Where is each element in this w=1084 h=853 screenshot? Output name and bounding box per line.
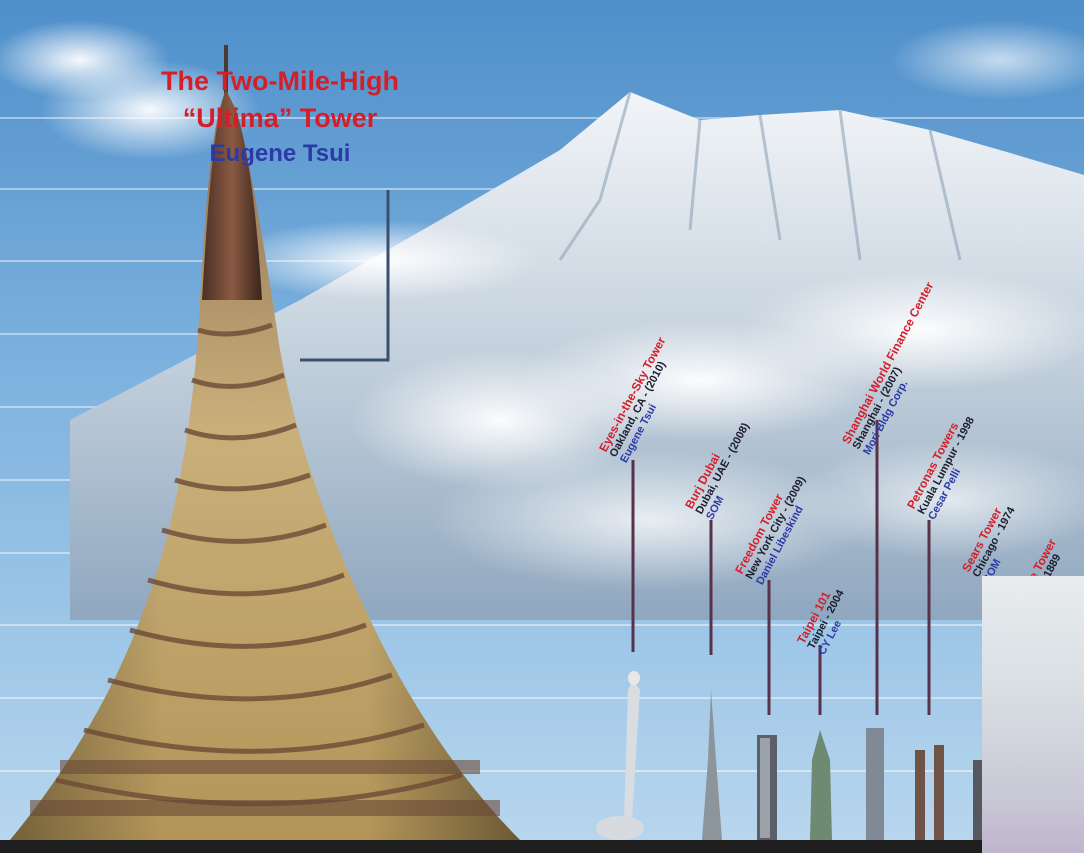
title-line-1: The Two-Mile-High	[161, 66, 399, 96]
ground-line	[0, 840, 1084, 853]
faded-overlay-panel	[982, 576, 1084, 853]
comparison-buildings	[596, 671, 983, 840]
ultima-tower	[10, 45, 520, 840]
title-leader-line	[300, 190, 390, 362]
building-leader-lines	[631, 420, 931, 715]
title-line-2: “Ultima” Tower	[182, 103, 378, 133]
mountain-ridges	[558, 91, 962, 261]
author-name: Eugene Tsui	[209, 140, 351, 167]
clouds	[0, 20, 1084, 590]
